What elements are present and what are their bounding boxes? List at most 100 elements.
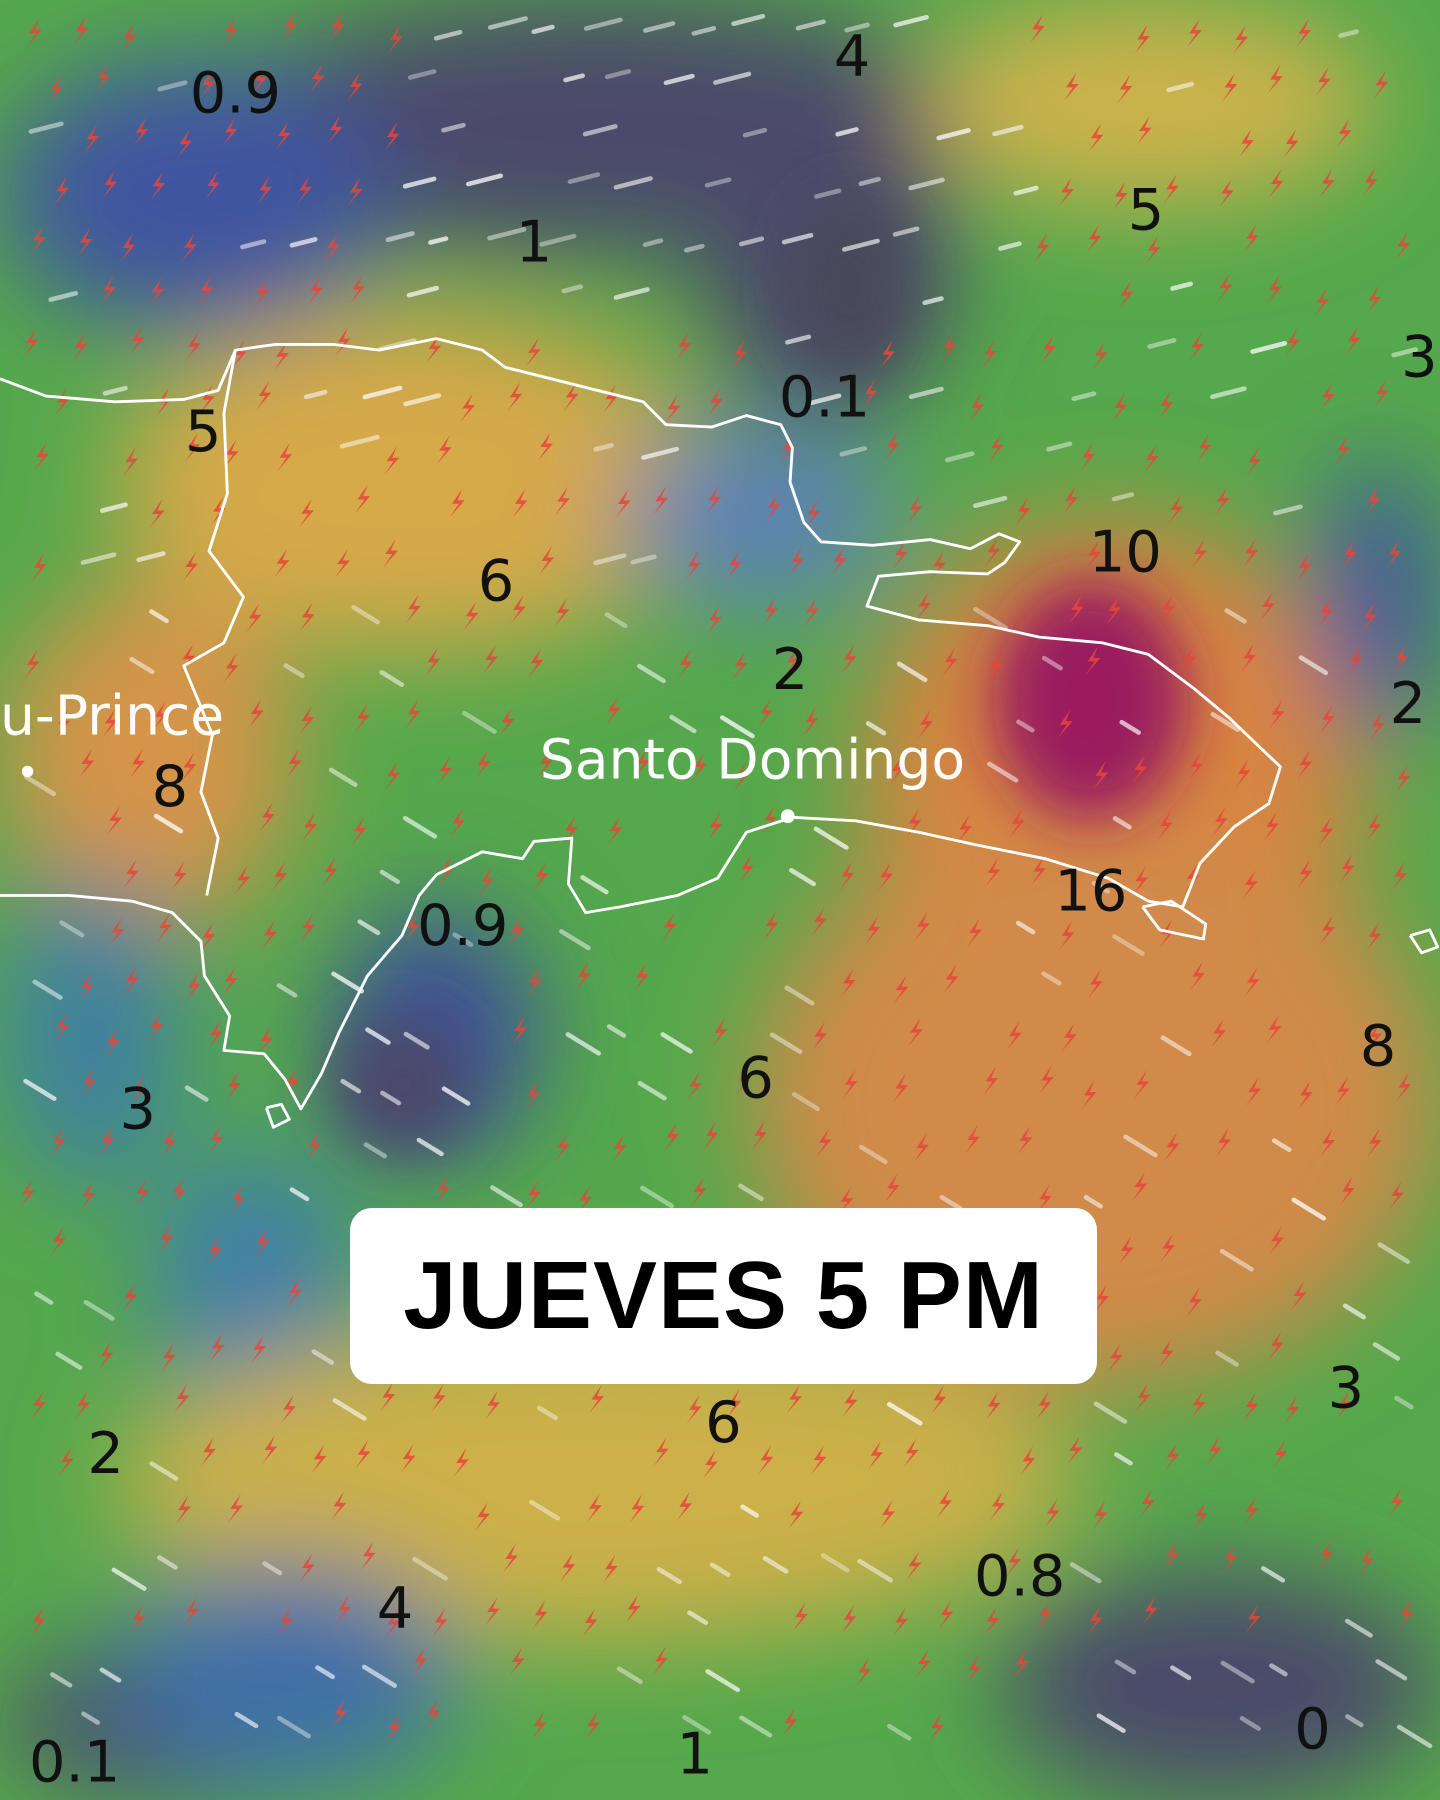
wind-streak <box>642 21 676 33</box>
lightning-bolt-icon <box>839 861 855 891</box>
lightning-bolt-icon <box>130 1604 146 1634</box>
lightning-bolt-icon <box>706 605 722 635</box>
lightning-bolt-icon <box>862 379 878 408</box>
lightning-bolt-icon <box>335 1595 351 1625</box>
lightning-bolt-icon <box>1134 24 1150 54</box>
lightning-bolt-icon <box>602 1554 618 1584</box>
wind-streak <box>1093 1401 1128 1424</box>
lightning-bolt-icon <box>432 1607 448 1637</box>
wind-streak <box>922 296 944 306</box>
lightning-bolt-icon <box>180 644 196 673</box>
lightning-bolt-icon <box>1243 223 1259 253</box>
lightning-bolt-icon <box>677 649 693 679</box>
lightning-bolt-icon <box>286 748 302 778</box>
wind-streak <box>1147 338 1177 349</box>
lightning-bolt-icon <box>1222 1544 1237 1574</box>
wind-streak <box>1342 1303 1366 1320</box>
lightning-bolt-icon <box>330 12 345 41</box>
wind-streak <box>858 176 881 187</box>
city-label-santo-domingo: Santo Domingo <box>540 727 965 791</box>
lightning-bolt-icon <box>98 1341 114 1371</box>
lightning-bolt-icon <box>937 1488 952 1518</box>
lightning-bolt-icon <box>26 18 42 47</box>
lightning-bolt-icon <box>661 912 677 942</box>
lightning-bolt-icon <box>107 805 123 835</box>
lightning-bolt-icon <box>278 1607 294 1636</box>
lightning-bolt-icon <box>58 1447 74 1476</box>
lightning-bolt-icon <box>133 1178 149 1208</box>
lightning-bolt-icon <box>437 756 453 785</box>
lightning-bolt-icon <box>1392 861 1407 891</box>
lightning-bolt-icon <box>1068 595 1084 624</box>
wind-streak <box>1338 29 1359 39</box>
lightning-bolt-icon <box>1009 808 1025 838</box>
wind-streak <box>149 1461 179 1481</box>
lightning-bolt-icon <box>726 550 742 580</box>
lightning-bolt-icon <box>838 1186 854 1216</box>
lightning-bolt-icon <box>1036 1184 1052 1214</box>
lightning-bolt-icon <box>261 920 277 950</box>
lightning-bolt-icon <box>983 1066 999 1096</box>
lightning-bolt-icon <box>1017 1125 1033 1155</box>
wind-streak <box>303 389 328 400</box>
wind-streak <box>762 1556 789 1574</box>
lightning-bolt-icon <box>350 274 365 304</box>
lightning-bolt-icon <box>222 17 238 46</box>
lightning-bolt-icon <box>177 129 193 158</box>
lightning-bolt-icon <box>1315 67 1331 96</box>
lightning-bolt-icon <box>77 227 93 257</box>
wind-streak <box>1394 1395 1414 1410</box>
wind-streak <box>1083 1194 1103 1209</box>
wind-streak <box>328 767 358 788</box>
lightning-bolt-icon <box>652 1646 668 1676</box>
wind-streak <box>642 238 664 247</box>
lightning-bolt-icon <box>984 1606 1000 1636</box>
wind-streak <box>784 985 815 1006</box>
wind-streak <box>416 1137 444 1157</box>
wind-streak <box>379 670 405 688</box>
lightning-bolt-icon <box>1335 1076 1350 1106</box>
lightning-bolt-icon <box>198 275 214 305</box>
lightning-bolt-icon <box>906 808 922 838</box>
lightning-bolt-icon <box>702 1450 718 1479</box>
lightning-bolt-icon <box>510 594 526 624</box>
wind-streak <box>1046 441 1073 452</box>
lightning-bolt-icon <box>1112 392 1128 422</box>
wind-streak <box>656 1566 682 1585</box>
wind-streak <box>1291 1197 1327 1221</box>
lightning-bolt-icon <box>1365 486 1381 515</box>
wind-streak <box>536 1405 558 1421</box>
lightning-bolt-icon <box>1145 235 1161 265</box>
lightning-bolt-icon <box>914 911 930 941</box>
lightning-bolt-icon <box>1063 485 1078 515</box>
lightning-bolt-icon <box>805 499 821 529</box>
lightning-bolt-icon <box>121 23 137 53</box>
wind-streak <box>315 1665 335 1680</box>
lightning-bolt-icon <box>430 1383 446 1413</box>
wind-streak <box>738 236 765 247</box>
lightning-bolt-icon <box>1388 1488 1404 1517</box>
wind-streak <box>403 1031 430 1050</box>
lightning-bolt-icon <box>792 1602 808 1632</box>
lightning-bolt-icon <box>664 1122 680 1152</box>
lightning-bolt-icon <box>665 394 681 424</box>
lightning-bolt-icon <box>404 913 420 942</box>
lightning-bolt-icon <box>615 489 631 518</box>
lightning-bolt-icon <box>231 340 247 369</box>
lightning-bolt-icon <box>1297 859 1313 888</box>
lightning-bolt-icon <box>300 913 316 943</box>
lightning-bolt-icon <box>475 749 491 779</box>
lightning-bolt-icon <box>1092 340 1108 370</box>
lightning-bolt-icon <box>1020 1446 1036 1476</box>
wind-streak <box>887 1723 912 1741</box>
lightning-bolt-icon <box>129 326 145 355</box>
lightning-bolt-icon <box>884 431 900 461</box>
lightning-bolt-icon <box>1358 1546 1374 1576</box>
wind-streak <box>380 1090 402 1106</box>
lightning-bolt-icon <box>969 392 985 422</box>
wind-streak <box>402 176 437 189</box>
lightning-bolt-icon <box>54 387 70 417</box>
lightning-bolt-icon <box>880 339 896 369</box>
lightning-bolt-icon <box>122 1282 138 1312</box>
